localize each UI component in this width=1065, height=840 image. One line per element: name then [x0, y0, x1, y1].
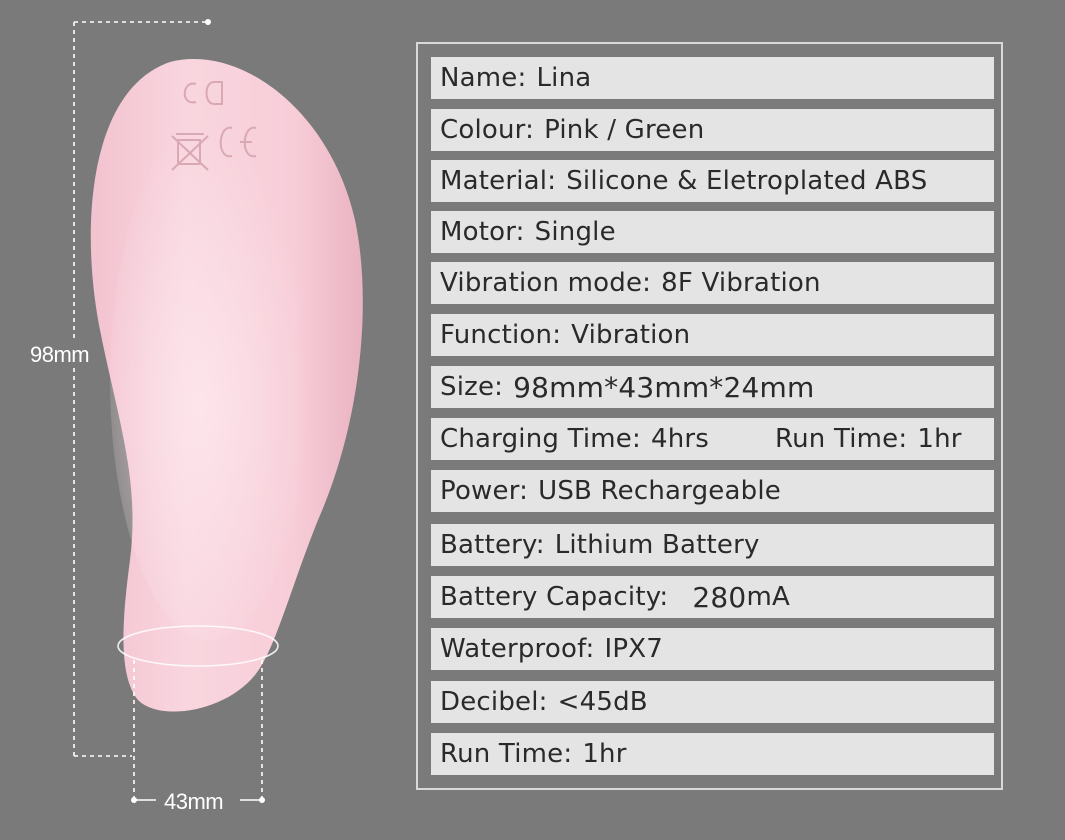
spec-label: Name:: [440, 63, 527, 93]
spec-label: Battery:: [440, 530, 545, 560]
spec-value: 280: [692, 580, 747, 614]
height-dimension-label: 98mm: [28, 342, 92, 368]
spec-value: Vibration: [571, 320, 691, 350]
spec-row-charging-time: Charging Time: 4hrs Run Time: 1hr: [431, 418, 994, 460]
weee-bin-icon: [171, 133, 209, 171]
spec-label: Colour:: [440, 115, 535, 145]
spec-value: <45dB: [557, 687, 648, 717]
spec-row-vibration-mode: Vibration mode: 8F Vibration: [431, 262, 994, 304]
spec-label: Function:: [440, 320, 562, 350]
spec-row-power: Power: USB Rechargeable: [431, 470, 994, 512]
spec-value: Silicone & Eletroplated ABS: [566, 166, 928, 196]
spec-value: Lithium Battery: [554, 530, 760, 560]
spec-value: Pink / Green: [544, 115, 705, 145]
product-highlight: [110, 120, 310, 640]
spec-value: Lina: [536, 63, 592, 93]
spec-value: 4hrs: [650, 424, 710, 454]
spec-row-name: Name: Lina: [431, 57, 994, 99]
spec-value: 98mm*43mm*24mm: [513, 370, 815, 404]
spec-row-function: Function: Vibration: [431, 314, 994, 356]
embossed-marks: [171, 81, 257, 171]
spec-label: Run Time:: [775, 424, 908, 454]
spec-label: Run Time:: [440, 739, 573, 769]
width-dimension-guide: [117, 625, 279, 803]
spec-row-battery: Battery: Lithium Battery: [431, 524, 994, 566]
spec-row-material: Material: Silicone & Eletroplated ABS: [431, 160, 994, 202]
spec-row-colour: Colour: Pink / Green: [431, 109, 994, 151]
spec-value: Single: [534, 217, 616, 247]
spec-label: Power:: [440, 476, 529, 506]
spec-label: Vibration mode:: [440, 268, 652, 298]
spec-row-decibel: Decibel: <45dB: [431, 681, 994, 723]
spec-row-motor: Motor: Single: [431, 211, 994, 253]
spec-label: Size:: [440, 372, 504, 402]
spec-row-run-time: Run Time: 1hr: [431, 733, 994, 775]
spec-label: Waterproof:: [440, 634, 595, 664]
spec-label: Battery Capacity:: [440, 582, 669, 612]
spec-value: IPX7: [604, 634, 663, 664]
spec-label: Motor:: [440, 217, 525, 247]
product-image: [73, 19, 363, 803]
spec-label: Material:: [440, 166, 557, 196]
product-illustration: 98mm 43mm: [0, 0, 410, 840]
spec-unit: mA: [746, 582, 790, 612]
spec-value: 8F Vibration: [661, 268, 821, 298]
width-dimension-label: 43mm: [160, 789, 228, 815]
spec-label: Decibel:: [440, 687, 548, 717]
spec-row-battery-capacity: Battery Capacity: 280 mA: [431, 576, 994, 618]
spec-label: Charging Time:: [440, 424, 641, 454]
spec-row-size: Size: 98mm*43mm*24mm: [431, 366, 994, 408]
spec-value: 1hr: [917, 424, 962, 454]
spec-value: 1hr: [582, 739, 627, 769]
spec-row-waterproof: Waterproof: IPX7: [431, 628, 994, 670]
height-dimension-guide: [73, 19, 211, 757]
specification-panel: Name: Lina Colour: Pink / Green Material…: [416, 42, 1003, 790]
spec-value: USB Rechargeable: [538, 476, 781, 506]
ce-mark-icon: [219, 126, 233, 158]
